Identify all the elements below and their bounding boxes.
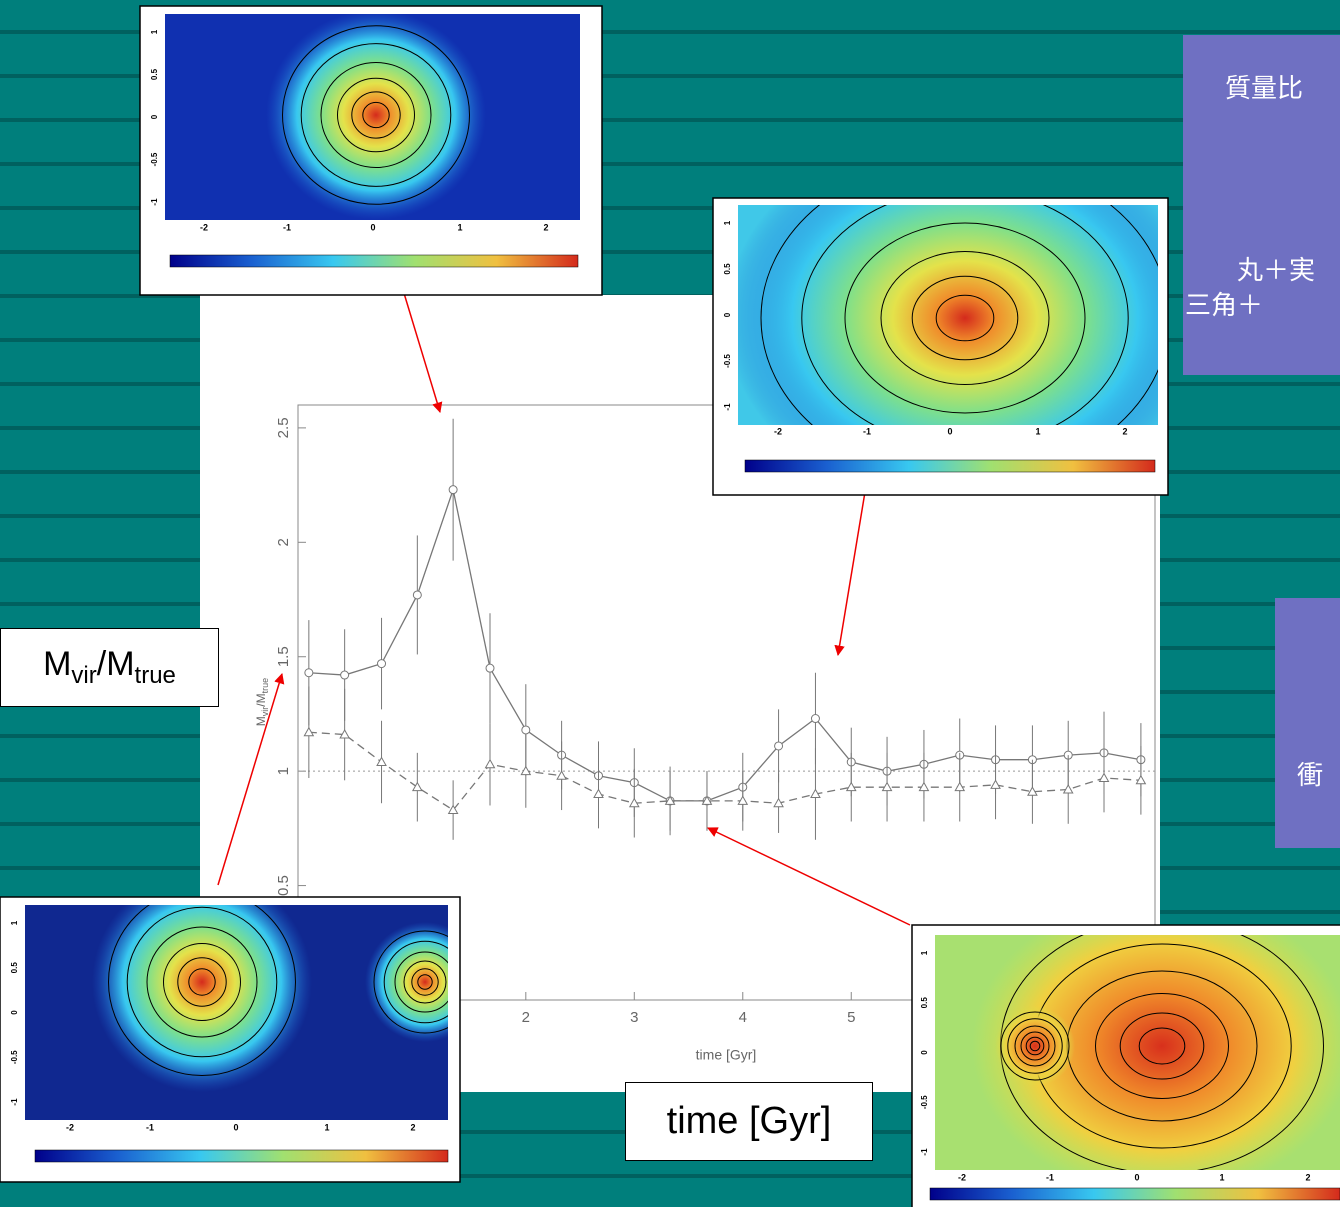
ylabel-part: vir: [71, 661, 97, 689]
marker: [1062, 783, 1074, 794]
marker: [773, 797, 784, 808]
x-tick-label: 4: [739, 1009, 747, 1026]
marker: [701, 795, 713, 805]
y-tick-label: 2.5: [275, 417, 292, 438]
series-line: [308, 731, 1141, 811]
x-tick-label: 5: [847, 1009, 855, 1026]
ylabel-part: /M: [96, 645, 135, 683]
ylabel-part: true: [134, 661, 176, 689]
y-axis-label-part: vir: [260, 707, 270, 717]
marker: [810, 788, 821, 799]
x-tick-label: 6: [956, 1009, 964, 1026]
ylabel-part: M: [43, 645, 72, 683]
marker: [1027, 786, 1038, 796]
y-tick-label: 0.5: [275, 875, 292, 896]
y-axis-label-part: true: [260, 678, 270, 694]
y-tick-label: 1.5: [275, 646, 292, 667]
marker: [881, 781, 893, 792]
marker: [411, 781, 423, 792]
marker: [556, 770, 567, 780]
ylabel-callout: Mvir/Mtrue: [0, 628, 219, 707]
marker: [664, 795, 676, 805]
y-axis-label-part: /M: [254, 693, 268, 706]
side-text: 丸＋実: [1237, 256, 1316, 286]
marker: [340, 670, 350, 680]
x-tick-label: 2: [522, 1009, 530, 1026]
marker: [339, 729, 351, 739]
series-line: [308, 487, 1142, 802]
marker: [376, 756, 387, 766]
x-tick-label: 7: [1064, 1009, 1072, 1026]
marker: [918, 781, 930, 792]
x-axis-label: time [Gyr]: [696, 1047, 757, 1063]
marker: [774, 741, 784, 751]
x-tick-label: 0: [305, 1009, 313, 1026]
marker: [412, 590, 422, 600]
marker: [737, 795, 749, 805]
side-box: [1275, 598, 1340, 848]
marker: [447, 804, 459, 815]
side-box: [1183, 35, 1340, 375]
marker: [520, 765, 532, 776]
marker: [593, 788, 604, 799]
marker: [303, 726, 315, 737]
y-tick-label: 2: [275, 538, 292, 546]
y-axis-label-part: M: [254, 716, 268, 726]
marker: [810, 714, 820, 724]
side-text: 質量比: [1225, 74, 1304, 104]
marker: [485, 663, 495, 673]
y-tick-label: 0: [275, 996, 292, 1004]
chart-panel: [200, 295, 1160, 1092]
marker: [845, 781, 857, 792]
x-tick-label: 3: [630, 1009, 638, 1026]
y-tick-label: 1: [275, 767, 292, 775]
marker: [448, 485, 458, 495]
side-text: 三角＋: [1185, 291, 1264, 321]
xlabel-callout: time [Gyr]: [625, 1082, 873, 1161]
marker: [1098, 772, 1110, 783]
marker: [990, 779, 1001, 789]
x-tick-label: 1: [413, 1009, 421, 1026]
marker: [521, 725, 531, 735]
marker: [304, 668, 314, 678]
marker: [484, 758, 496, 769]
marker: [628, 797, 640, 808]
marker: [1135, 774, 1147, 785]
side-text: 衝: [1297, 761, 1324, 791]
marker: [377, 659, 387, 669]
marker: [954, 781, 966, 792]
